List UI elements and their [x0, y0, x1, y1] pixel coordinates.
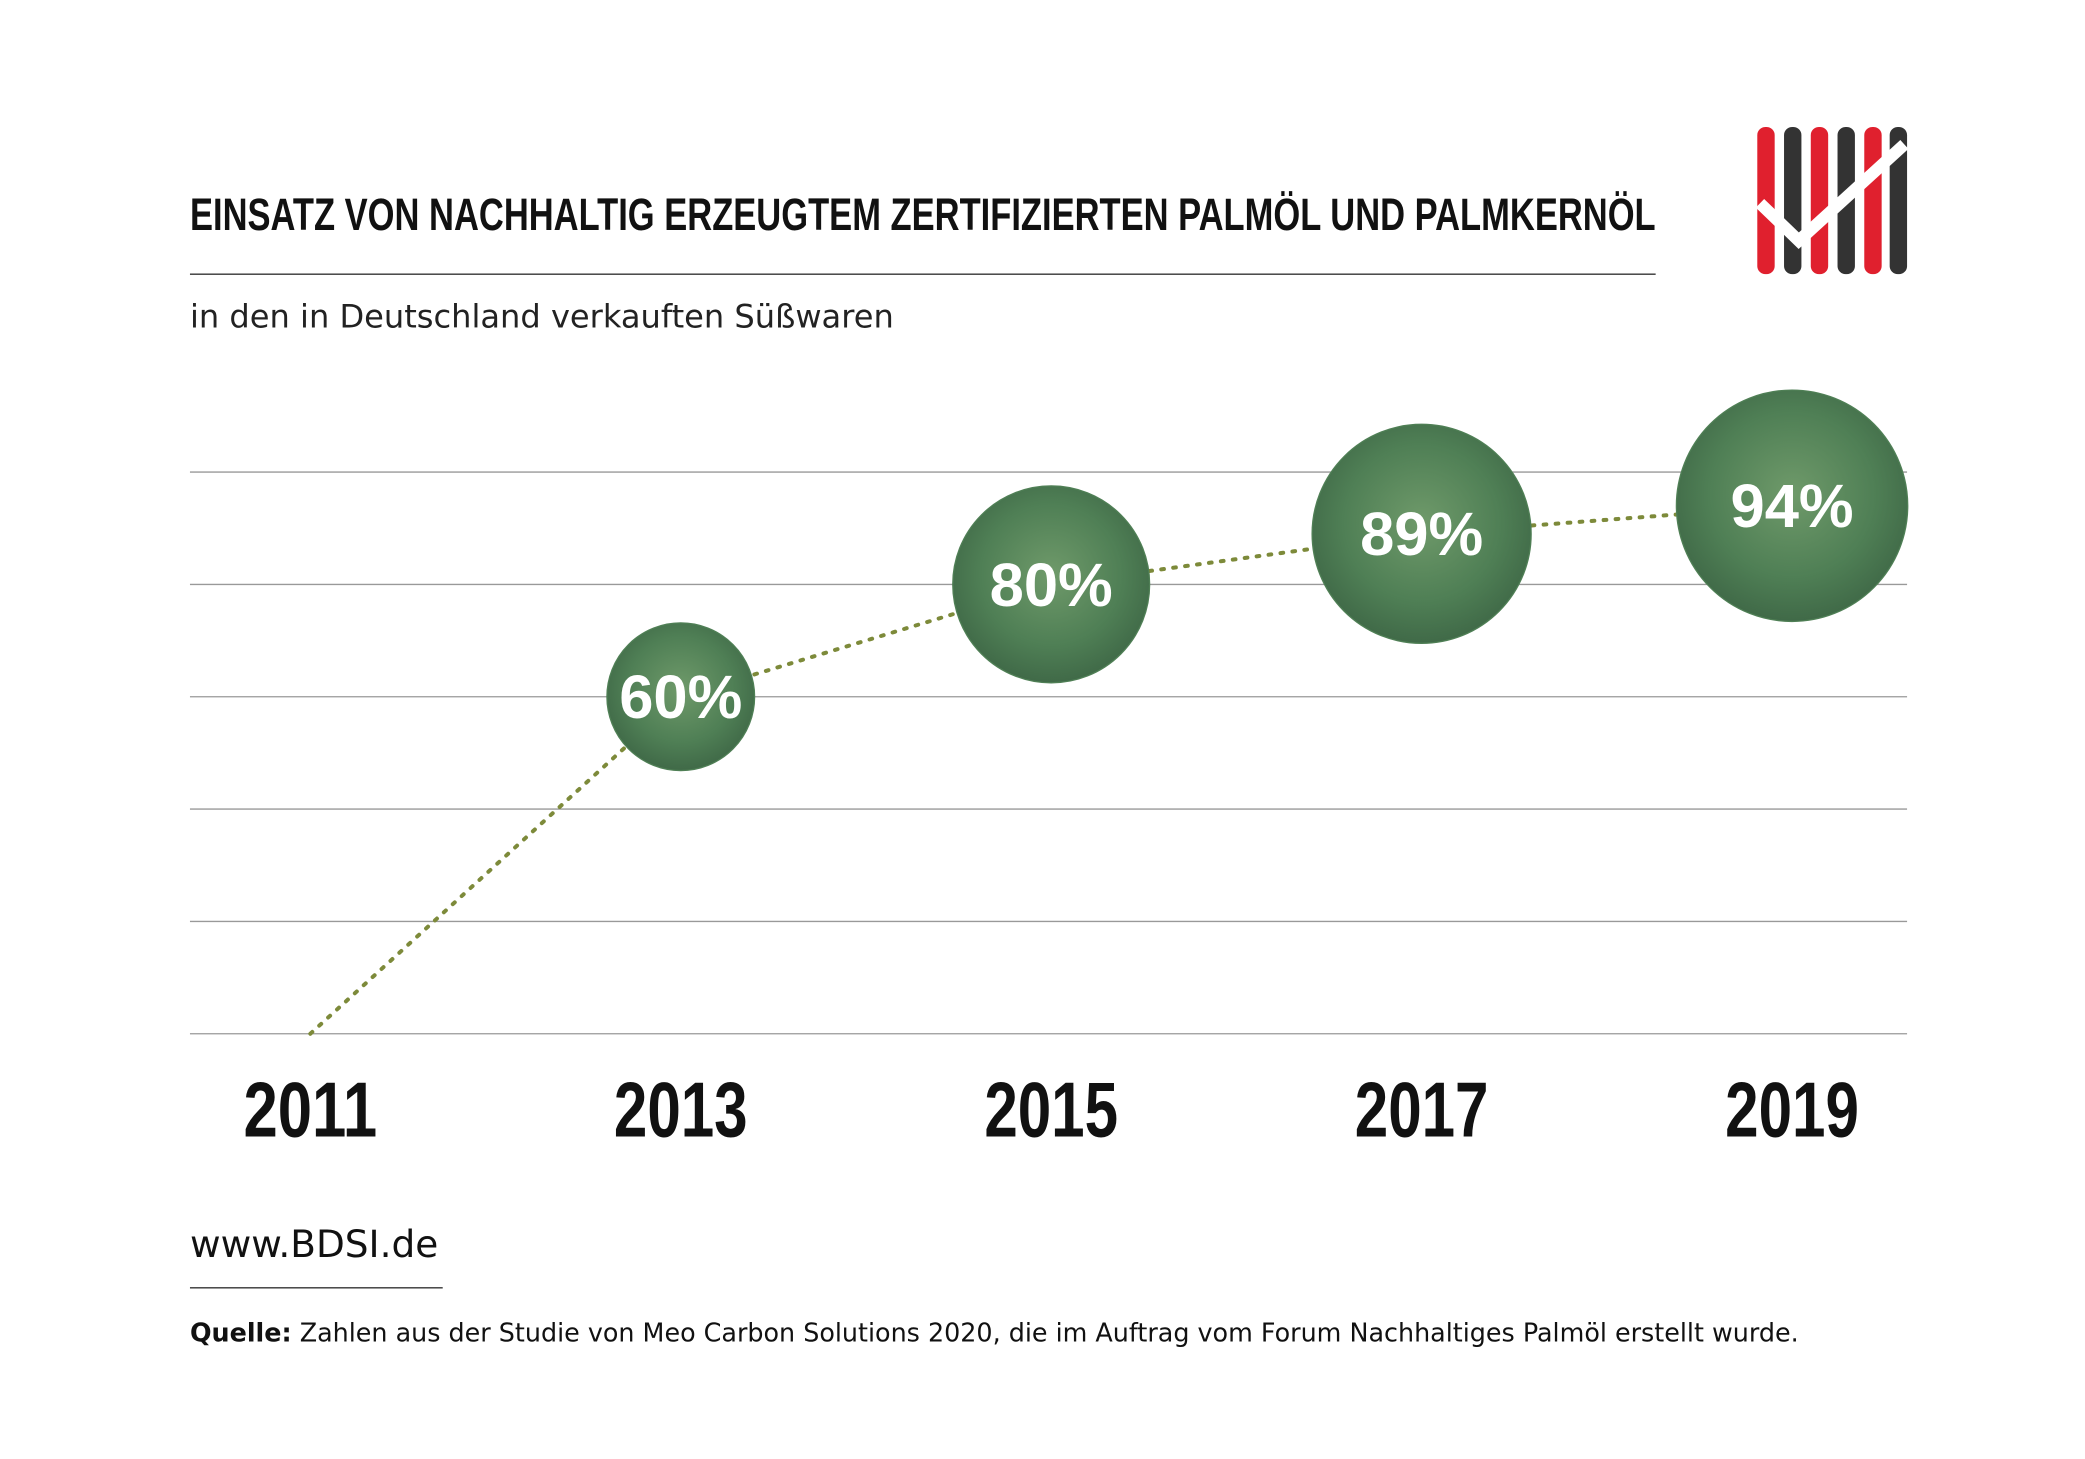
x-tick-label: 2011 — [243, 1068, 377, 1154]
x-tick-label: 2013 — [614, 1068, 748, 1154]
chart-subtitle: in den in Deutschland verkauften Süßware… — [190, 298, 894, 336]
x-tick-label: 2017 — [1355, 1068, 1489, 1154]
source-label: Quelle: — [190, 1317, 292, 1347]
data-point — [1675, 389, 1909, 623]
logo — [1755, 127, 1909, 275]
data-line — [308, 503, 1795, 1036]
value-label: 80% — [990, 551, 1113, 620]
x-tick-label: 2019 — [1725, 1068, 1859, 1154]
source: Quelle: Zahlen aus der Studie von Meo Ca… — [190, 1317, 1799, 1347]
value-label: 94% — [1731, 472, 1854, 541]
data-point — [952, 485, 1151, 684]
value-label: 89% — [1360, 500, 1483, 569]
chart-title: EINSATZ VON NACHHALTIG ERZEUGTEM ZERTIFI… — [190, 189, 1656, 240]
source-text: Zahlen aus der Studie von Meo Carbon Sol… — [300, 1317, 1799, 1347]
value-label: 60% — [619, 663, 742, 732]
footer-url: www.BDSI.de — [190, 1222, 438, 1266]
data-point — [1311, 423, 1532, 645]
x-tick-label: 2015 — [984, 1068, 1118, 1154]
data-point — [606, 622, 756, 772]
